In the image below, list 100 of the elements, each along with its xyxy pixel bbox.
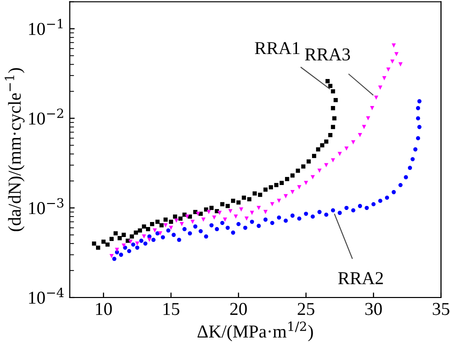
point	[209, 206, 214, 210]
point	[178, 216, 183, 221]
point	[201, 218, 206, 222]
point	[182, 227, 187, 232]
point	[297, 216, 302, 221]
point	[296, 168, 300, 173]
point	[364, 206, 369, 210]
point	[268, 185, 273, 190]
y-tick-label: 10$^{−4}$	[29, 288, 64, 304]
point	[130, 234, 134, 239]
series-label: RRA3	[305, 48, 350, 61]
point	[330, 158, 336, 162]
point	[351, 208, 356, 212]
point	[284, 194, 288, 198]
point	[226, 204, 230, 208]
point	[274, 182, 278, 188]
point	[206, 210, 211, 214]
point	[416, 106, 420, 110]
point	[334, 98, 338, 102]
x-tick-label: 15	[164, 302, 180, 316]
point	[256, 224, 261, 228]
point	[190, 220, 195, 224]
point	[386, 67, 390, 72]
point	[168, 220, 174, 224]
point	[258, 192, 262, 197]
point	[218, 210, 222, 215]
point	[330, 124, 336, 130]
x-tick-label: 35	[432, 302, 450, 316]
point	[234, 214, 238, 219]
point	[326, 79, 330, 84]
x-tick-label: 30	[365, 302, 382, 316]
text: RRA1	[254, 42, 300, 54]
point	[312, 154, 316, 158]
point	[198, 229, 203, 234]
point	[185, 214, 190, 219]
point	[239, 207, 244, 212]
point	[417, 124, 422, 130]
point	[398, 62, 403, 66]
point	[404, 175, 408, 180]
point	[338, 210, 342, 215]
point	[101, 240, 106, 244]
point	[220, 202, 224, 206]
y-axis-title: (da/dN)/(mm·cycle$^{−1}$)	[4, 68, 25, 232]
point	[110, 254, 114, 258]
point	[164, 223, 168, 228]
point	[398, 182, 403, 188]
point	[301, 164, 306, 169]
point	[168, 226, 174, 230]
point	[370, 106, 374, 110]
point	[324, 163, 328, 168]
point	[209, 223, 214, 228]
point	[164, 218, 168, 222]
point	[390, 59, 394, 64]
point	[172, 232, 176, 237]
point	[371, 202, 376, 206]
point	[330, 106, 336, 110]
point	[244, 216, 249, 221]
point	[263, 188, 268, 192]
point	[236, 200, 241, 205]
point	[118, 252, 124, 257]
point	[358, 204, 362, 208]
point	[280, 180, 284, 186]
point	[214, 227, 219, 232]
point	[324, 212, 328, 217]
point	[250, 220, 254, 224]
x-tick-label: 20	[230, 302, 247, 316]
point	[231, 198, 236, 203]
point	[270, 202, 274, 206]
point	[114, 231, 118, 236]
point	[242, 196, 246, 200]
x-axis-title: ΔK/(MPa·m$^{1/2}$)	[198, 322, 313, 342]
point	[127, 248, 132, 254]
point	[338, 152, 342, 156]
point	[135, 241, 140, 246]
point	[96, 246, 100, 250]
point	[114, 248, 120, 252]
point	[231, 230, 236, 235]
point	[142, 234, 146, 239]
point	[306, 159, 311, 164]
point	[290, 214, 295, 218]
point	[330, 208, 336, 212]
point	[196, 212, 200, 216]
point	[152, 228, 157, 233]
point	[317, 168, 322, 173]
point	[252, 191, 257, 196]
point	[290, 173, 295, 178]
point	[155, 231, 160, 236]
point	[332, 116, 336, 120]
point	[256, 206, 261, 210]
point	[344, 206, 349, 210]
point	[351, 140, 356, 144]
point	[358, 132, 362, 138]
point	[243, 226, 248, 230]
point	[310, 175, 315, 180]
point	[270, 220, 274, 225]
y-tick-label: 10$^{−2}$	[29, 108, 64, 125]
point	[276, 198, 282, 203]
x-tick-label: 10	[96, 302, 112, 316]
point	[172, 214, 178, 219]
point	[135, 246, 140, 250]
